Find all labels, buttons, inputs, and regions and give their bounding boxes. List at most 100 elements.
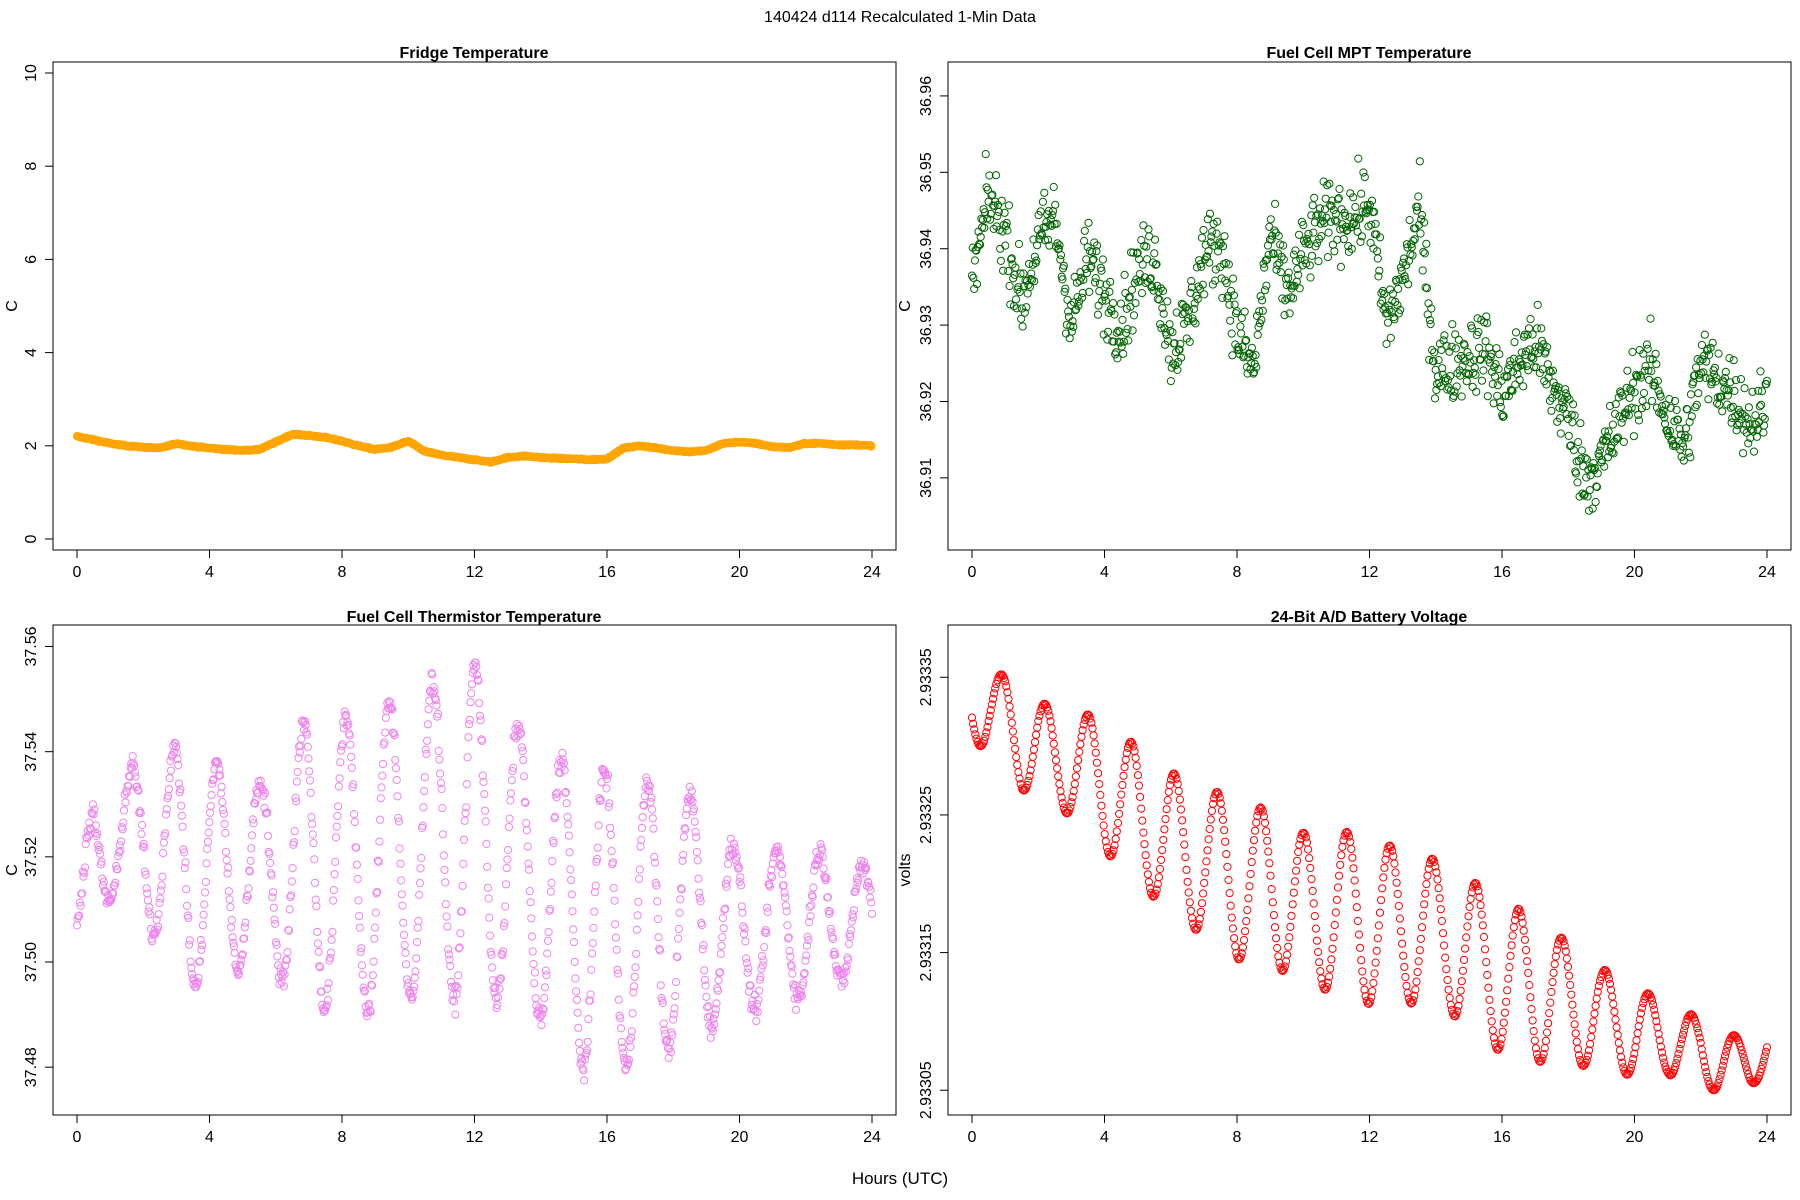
data-point <box>1080 226 1089 235</box>
data-point <box>1044 706 1053 715</box>
y-tick-label: 36.92 <box>918 381 935 421</box>
data-point <box>553 788 562 797</box>
data-point <box>631 963 640 972</box>
data-point <box>1495 350 1504 359</box>
data-point <box>206 808 215 817</box>
data-point <box>1187 283 1197 292</box>
data-points <box>72 429 876 467</box>
data-point <box>1437 345 1446 354</box>
data-point <box>1066 802 1075 812</box>
data-point <box>1278 966 1287 976</box>
data-point <box>1574 456 1584 466</box>
data-point <box>1520 935 1530 944</box>
x-tick-label: 8 <box>338 564 347 581</box>
data-point <box>1609 999 1618 1009</box>
data-point <box>1231 942 1240 951</box>
data-point <box>1594 981 1604 991</box>
data-point <box>225 895 234 904</box>
data-point <box>153 925 162 934</box>
data-point <box>419 803 428 812</box>
data-point <box>1415 157 1424 166</box>
data-point <box>980 736 989 745</box>
data-point <box>774 848 783 857</box>
data-point <box>1286 922 1295 932</box>
data-point <box>1284 268 1293 277</box>
data-point <box>1752 432 1762 441</box>
data-point <box>1567 990 1576 999</box>
data-point <box>689 804 699 814</box>
data-point <box>1566 441 1576 450</box>
data-point <box>230 948 239 957</box>
data-point <box>1373 934 1382 943</box>
data-point <box>989 224 998 233</box>
data-point <box>1359 168 1368 177</box>
data-point <box>1745 419 1754 429</box>
data-point <box>1436 382 1445 391</box>
data-point <box>1310 193 1319 202</box>
data-point <box>1611 400 1620 409</box>
panel-battery: 24-Bit A/D Battery Voltage volts 0 4 8 12 16… <box>897 609 1792 1146</box>
data-point <box>1731 376 1741 385</box>
data-point <box>235 962 244 971</box>
data-point <box>1309 228 1318 237</box>
data-point <box>1600 427 1610 436</box>
data-point <box>238 950 247 959</box>
data-point <box>1178 816 1187 825</box>
data-point <box>1041 222 1050 231</box>
data-point <box>263 831 273 841</box>
data-point <box>1455 994 1464 1004</box>
data-point <box>1671 1062 1680 1072</box>
data-point <box>1351 889 1360 898</box>
data-point <box>1488 380 1497 389</box>
data-point <box>145 903 154 912</box>
data-point <box>1181 853 1190 862</box>
data-point <box>185 936 194 945</box>
data-point <box>1380 863 1389 872</box>
data-point <box>1133 771 1143 780</box>
data-point <box>732 852 741 861</box>
data-point <box>1467 888 1476 897</box>
panel-title: Fuel Cell MPT Temperature <box>1266 45 1471 62</box>
data-point <box>1256 292 1265 301</box>
data-point <box>315 962 324 971</box>
data-point <box>1336 262 1346 271</box>
data-point <box>1668 435 1677 444</box>
data-point <box>1264 847 1273 856</box>
data-point <box>1290 877 1300 886</box>
data-point <box>1694 370 1704 379</box>
data-point <box>165 774 174 783</box>
data-point <box>1317 232 1326 241</box>
data-point <box>245 867 254 876</box>
y-axis-label: C <box>897 300 914 312</box>
data-point <box>1308 886 1317 896</box>
data-point <box>1213 788 1222 797</box>
data-point <box>972 734 981 743</box>
data-point <box>1386 285 1395 294</box>
data-point <box>447 982 456 991</box>
data-point <box>1556 429 1565 438</box>
data-point <box>1544 1019 1553 1028</box>
data-point <box>766 871 775 881</box>
data-point <box>720 905 729 914</box>
data-point <box>1560 941 1569 950</box>
data-point <box>174 761 183 770</box>
data-point <box>172 748 181 757</box>
data-point <box>1667 1070 1677 1079</box>
data-point <box>1452 1010 1461 1019</box>
data-point <box>1431 862 1440 871</box>
data-point <box>1247 343 1257 352</box>
data-point <box>1081 712 1091 721</box>
data-point <box>312 902 321 911</box>
data-point <box>1504 974 1513 983</box>
data-point <box>1003 226 1012 235</box>
data-point <box>977 214 986 223</box>
data-point <box>125 772 134 781</box>
data-point <box>1381 303 1390 312</box>
data-point <box>1090 278 1100 287</box>
data-point <box>1266 871 1275 880</box>
data-point <box>1726 378 1735 387</box>
data-point <box>1080 236 1089 246</box>
y-tick-label: 2.93335 <box>918 648 935 706</box>
data-point <box>164 785 173 794</box>
